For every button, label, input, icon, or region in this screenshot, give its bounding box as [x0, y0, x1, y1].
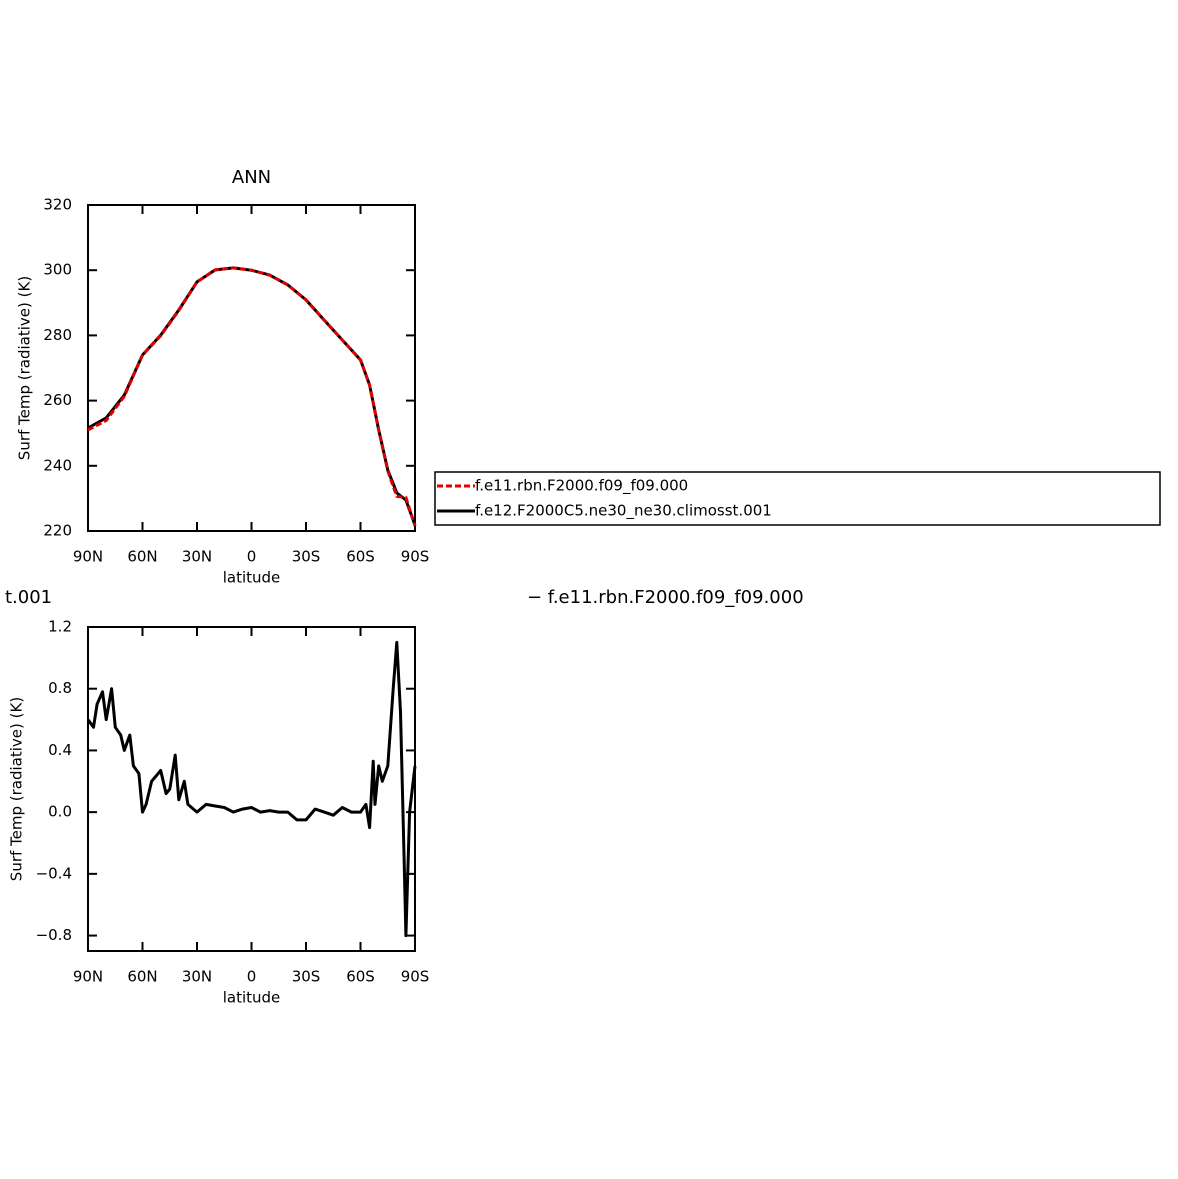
x-axis-label: latitude [223, 989, 281, 1007]
legend-box [434, 471, 1161, 526]
x-tick-label: 90N [73, 548, 103, 566]
y-tick-label: 260 [43, 391, 72, 409]
x-axis-label: latitude [223, 569, 281, 587]
legend-label: f.e11.rbn.F2000.f09_f09.000 [475, 477, 688, 496]
x-tick-label: 30N [182, 968, 212, 986]
y-tick-label: −0.4 [36, 864, 72, 882]
x-tick-label: 60S [346, 548, 375, 566]
y-axis-label: Surf Temp (radiative) (K) [8, 697, 26, 881]
chart-title-part: − f.e11.rbn.F2000.f09_f09.000 [527, 587, 804, 608]
y-tick-label: −0.8 [36, 926, 72, 944]
x-tick-label: 60N [127, 968, 157, 986]
x-tick-label: 0 [247, 968, 257, 986]
x-tick-label: 90N [73, 968, 103, 986]
x-tick-label: 90S [401, 548, 430, 566]
legend-label: f.e12.F2000C5.ne30_ne30.climosst.001 [475, 502, 772, 521]
y-tick-label: 280 [43, 326, 72, 344]
series-line [86, 640, 417, 938]
x-tick-label: 90S [401, 968, 430, 986]
x-tick-label: 30N [182, 548, 212, 566]
y-tick-label: 220 [43, 522, 72, 540]
y-tick-label: 1.2 [48, 618, 72, 636]
series-line [87, 266, 417, 526]
x-tick-label: 0 [247, 548, 257, 566]
chart-title: ANN [232, 167, 271, 188]
chart-title-part: t.001 [5, 587, 52, 608]
y-tick-label: 0.8 [48, 679, 72, 697]
y-tick-label: 300 [43, 261, 72, 279]
series-line [87, 266, 417, 527]
y-tick-label: 0.0 [48, 803, 72, 821]
y-tick-label: 320 [43, 196, 72, 214]
y-tick-label: 0.4 [48, 741, 72, 759]
y-axis-label: Surf Temp (radiative) (K) [16, 276, 34, 460]
x-tick-label: 60S [346, 968, 375, 986]
plot-frame [87, 626, 416, 952]
x-tick-label: 60N [127, 548, 157, 566]
x-tick-label: 30S [292, 548, 321, 566]
y-tick-label: 240 [43, 456, 72, 474]
x-tick-label: 30S [292, 968, 321, 986]
